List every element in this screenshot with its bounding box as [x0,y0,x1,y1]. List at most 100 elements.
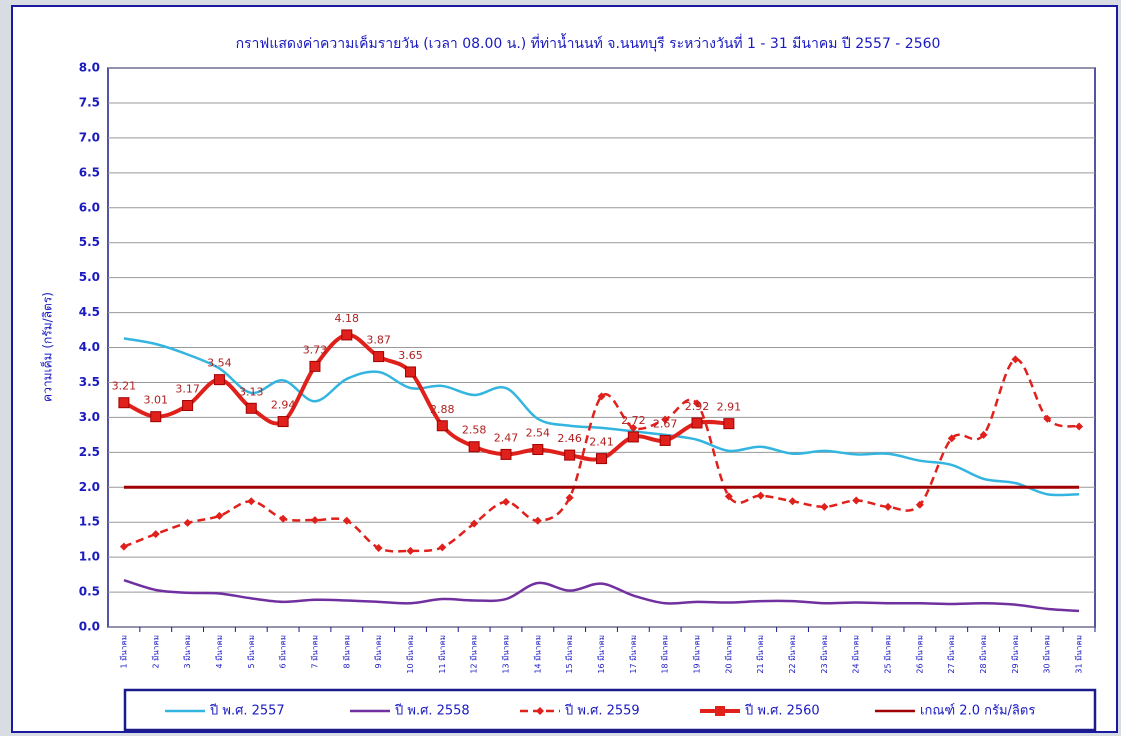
x-tick-label: 9 มีนาคม [374,635,383,669]
x-tick-label: 13 มีนาคม [501,635,510,674]
point [501,497,510,506]
data-label: 3.13 [239,385,264,398]
x-tick-label: 17 มีนาคม [629,635,638,674]
point [341,329,353,341]
point [564,449,576,461]
x-tick-label: 16 มีนาคม [597,635,606,674]
point [182,399,194,411]
data-label: 2.91 [717,401,742,414]
point [756,491,765,500]
point [979,430,988,439]
legend-label: ปี พ.ศ. 2558 [394,703,470,719]
data-label: 3.73 [303,343,328,356]
x-tick-label: 24 มีนาคม [852,635,861,674]
point [213,374,225,386]
point [438,543,447,552]
point [884,502,893,511]
legend-box [123,688,1097,732]
series-line [123,578,1080,613]
y-tick-label: 1.0 [79,550,100,564]
data-label: 2.46 [557,432,582,445]
data-label: 3.54 [207,357,232,370]
data-label: 2.58 [462,424,487,437]
series-line [123,358,1080,553]
data-label: 2.41 [589,436,614,449]
x-tick-label: 8 มีนาคม [342,635,351,669]
point [279,514,288,523]
y-tick-label: 3.0 [79,410,100,424]
y-tick-label: 2.0 [79,480,100,494]
point [406,546,415,555]
x-tick-label: 31 มีนาคม [1075,635,1084,674]
data-label: 4.18 [335,312,360,325]
point [277,416,289,428]
data-label: 3.01 [144,394,169,407]
point [309,360,321,372]
x-tick-label: 3 มีนาคม [183,635,192,669]
point [596,453,607,465]
point [373,351,385,363]
point [693,399,702,408]
data-label: 3.65 [398,349,423,362]
x-tick-label: 6 มีนาคม [279,635,288,669]
point [629,423,638,432]
x-tick-label: 11 มีนาคม [438,635,447,674]
point [500,448,512,460]
x-tick-label: 2 มีนาคม [151,635,160,669]
y-tick-label: 2.5 [79,445,100,459]
point [1011,355,1020,364]
point [404,366,416,378]
data-label: 2.72 [621,414,646,427]
y-tick-label: 0.0 [79,620,100,634]
data-label: 2.94 [271,399,296,412]
point [947,434,956,443]
point [597,392,606,401]
x-tick-label: 10 มีนาคม [406,635,415,674]
data-label: 2.54 [526,427,551,440]
point [661,415,670,424]
legend-label: ปี พ.ศ. 2559 [564,703,640,719]
point [852,496,861,505]
y-tick-label: 4.0 [79,340,100,354]
y-tick-label: 3.5 [79,375,100,389]
point [532,444,544,456]
x-tick-label: 29 มีนาคม [1011,635,1020,674]
point [151,530,160,539]
x-tick-label: 30 มีนาคม [1043,635,1052,674]
point [436,420,448,432]
y-tick-label: 6.0 [79,200,100,214]
legend-label: ปี พ.ศ. 2557 [209,703,285,719]
point [915,500,924,509]
point [1075,422,1084,431]
y-tick-label: 6.5 [79,165,100,179]
x-tick-label: 27 มีนาคม [947,635,956,674]
x-tick-label: 1 มีนาคม [119,635,128,669]
data-label: 2.67 [653,417,678,430]
y-tick-label: 5.5 [79,235,100,249]
point [245,402,257,414]
data-label: 3.17 [175,382,200,395]
point [724,492,733,501]
x-tick-label: 28 มีนาคม [979,635,988,674]
point [820,502,829,511]
y-tick-label: 1.5 [79,515,100,529]
x-tick-label: 14 มีนาคม [533,635,542,674]
point [215,511,224,520]
legend-label: เกณฑ์ 2.0 กรัม/ลิตร [920,703,1035,719]
point [183,518,192,527]
point [150,411,162,423]
point [627,431,639,443]
y-tick-label: 0.5 [79,585,100,599]
data-label: 2.88 [430,403,455,416]
x-tick-label: 18 มีนาคม [661,635,670,674]
y-tick-label: 8.0 [79,61,100,75]
y-axis-label: ความเค็ม (กรัม/ลิตร) [40,292,55,402]
point [119,542,128,551]
point [247,497,256,506]
x-tick-label: 22 มีนาคม [788,635,797,674]
point [118,397,130,409]
point [691,417,703,429]
point [723,418,735,430]
